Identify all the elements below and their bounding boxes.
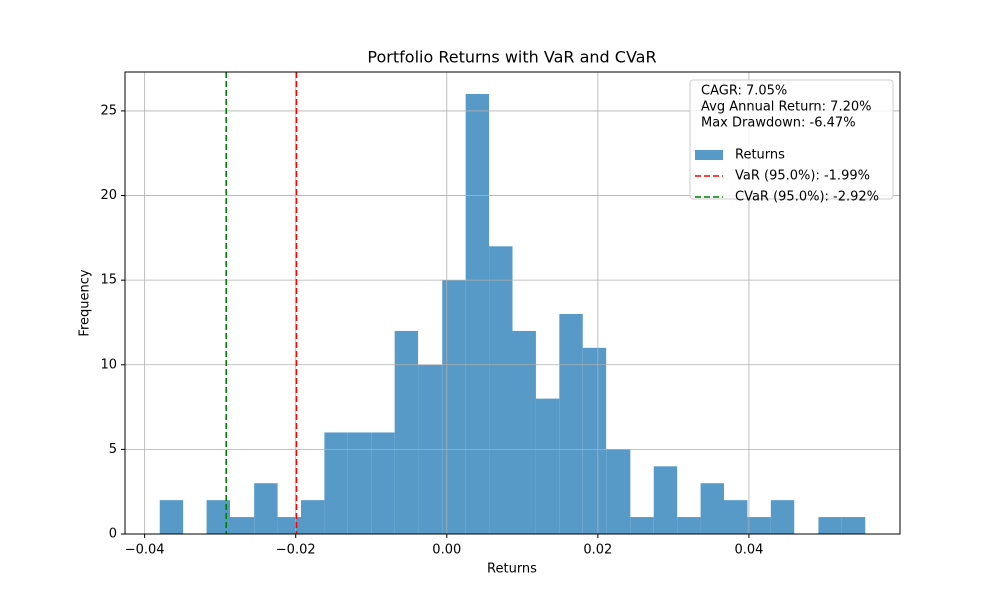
bar <box>206 500 230 534</box>
legend-text: Max Drawdown: -6.47% <box>701 116 856 131</box>
legend-box <box>689 79 894 200</box>
bar <box>677 517 701 534</box>
y-tick-label: 20 <box>100 188 117 203</box>
bar <box>700 483 725 534</box>
y-tick-label: 15 <box>100 273 117 288</box>
bar <box>300 500 325 534</box>
bar <box>371 432 395 534</box>
x-axis-label: Returns <box>487 562 537 577</box>
y-tick-label: 10 <box>100 357 117 372</box>
bar <box>559 314 583 534</box>
x-tick-label: −0.04 <box>125 543 165 558</box>
x-tick-label: −0.02 <box>276 543 316 558</box>
bar <box>442 280 466 534</box>
legend-label: CVaR (95.0%): -2.92% <box>735 190 879 205</box>
y-tick-label: 5 <box>109 442 117 457</box>
x-tick-label: 0.00 <box>432 543 461 558</box>
bar <box>254 483 278 534</box>
x-tick-label: 0.04 <box>734 543 763 558</box>
legend-text: CAGR: 7.05% <box>701 84 787 99</box>
bar <box>489 246 513 535</box>
x-tick-label: 0.02 <box>583 543 612 558</box>
y-tick-label: 25 <box>100 103 117 118</box>
bar <box>653 466 678 534</box>
plot-frame <box>124 71 901 535</box>
bar <box>394 330 419 534</box>
bar <box>159 500 184 534</box>
bar <box>535 398 560 534</box>
y-axis-label: Frequency <box>78 269 93 336</box>
bar <box>465 94 490 534</box>
bar <box>277 517 301 534</box>
legend-text: Avg Annual Return: 7.20% <box>701 100 871 115</box>
legend-swatch <box>695 150 723 160</box>
bar <box>582 347 607 534</box>
legend-label: VaR (95.0%): -1.99% <box>735 169 870 184</box>
bar <box>229 517 255 534</box>
chart-title: Portfolio Returns with VaR and CVaR <box>367 48 656 67</box>
bar <box>630 517 654 534</box>
legend-label: Returns <box>735 148 785 163</box>
bar <box>324 432 348 534</box>
bar <box>747 517 771 534</box>
bar <box>841 517 866 534</box>
bar <box>770 500 795 534</box>
bar <box>818 517 842 534</box>
bar <box>724 500 748 534</box>
bar <box>606 449 631 534</box>
bar <box>512 330 536 534</box>
bar <box>347 432 372 534</box>
y-tick-label: 0 <box>109 527 117 542</box>
